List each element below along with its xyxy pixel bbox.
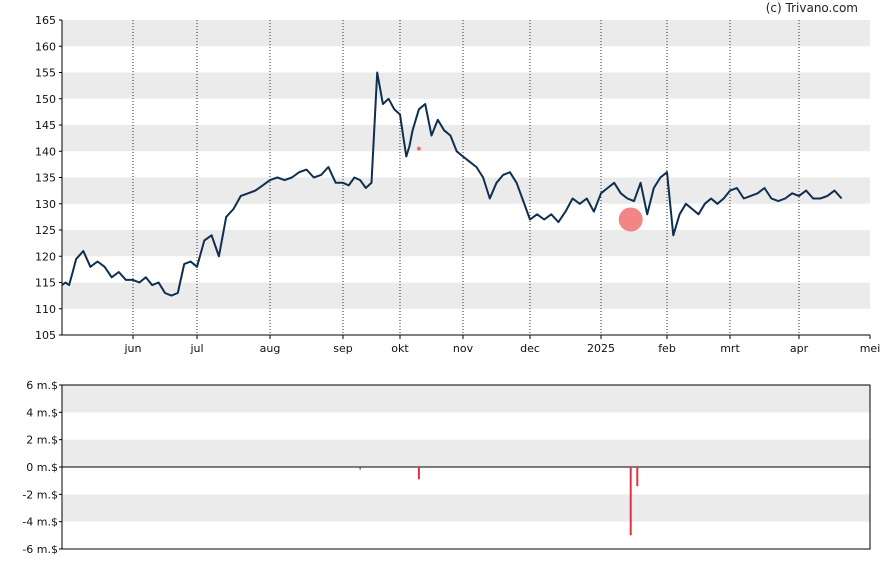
insider-sale-marker (618, 207, 643, 232)
price-y-tick-label: 105 (35, 329, 56, 342)
price-band (62, 177, 870, 204)
price-y-tick-label: 125 (35, 224, 56, 237)
month-tick-label: mei (860, 342, 881, 355)
month-tick-label: nov (453, 342, 474, 355)
price-y-tick-label: 145 (35, 119, 56, 132)
month-tick-label: feb (658, 342, 676, 355)
volume-y-tick-label: 2 m.$ (26, 434, 58, 447)
month-tick-label: mrt (720, 342, 740, 355)
volume-band (62, 385, 870, 413)
volume-band (62, 439, 870, 467)
month-tick-label: okt (391, 342, 409, 355)
insider-trade-bar (629, 467, 632, 536)
insider-trade-bar (636, 467, 639, 487)
insider-sale-marker (416, 146, 421, 151)
month-tick-label: jun (124, 342, 142, 355)
volume-y-tick-label: -6 m.$ (22, 543, 58, 556)
volume-y-tick-label: -2 m.$ (22, 488, 58, 501)
price-band (62, 230, 870, 257)
volume-y-tick-label: 6 m.$ (26, 379, 58, 392)
month-tick-label: sep (333, 342, 352, 355)
price-y-tick-label: 155 (35, 67, 56, 80)
price-y-tick-label: 165 (35, 14, 56, 27)
price-y-tick-label: 110 (35, 303, 56, 316)
month-tick-label: apr (790, 342, 809, 355)
price-y-tick-label: 135 (35, 172, 56, 185)
price-band (62, 72, 870, 99)
month-tick-label: 2025 (587, 342, 615, 355)
price-y-tick-label: 150 (35, 93, 56, 106)
price-line (61, 71, 843, 297)
insider-trade-bar (417, 467, 420, 480)
credit-label: (c) Trivano.com (765, 1, 858, 15)
price-y-tick-label: 115 (35, 277, 56, 290)
volume-y-tick-label: 4 m.$ (26, 406, 58, 419)
month-tick-label: dec (520, 342, 540, 355)
price-y-tick-label: 160 (35, 40, 56, 53)
volume-band (62, 494, 870, 522)
price-band (62, 282, 870, 309)
price-y-tick-label: 120 (35, 250, 56, 263)
month-tick-label: aug (260, 342, 281, 355)
volume-y-tick-label: -4 m.$ (22, 516, 58, 529)
price-band (62, 20, 870, 47)
month-tick-label: jul (189, 342, 203, 355)
price-band (62, 125, 870, 152)
price-y-tick-label: 130 (35, 198, 56, 211)
volume-y-tick-label: 0 m.$ (26, 461, 58, 474)
price-y-tick-label: 140 (35, 145, 56, 158)
